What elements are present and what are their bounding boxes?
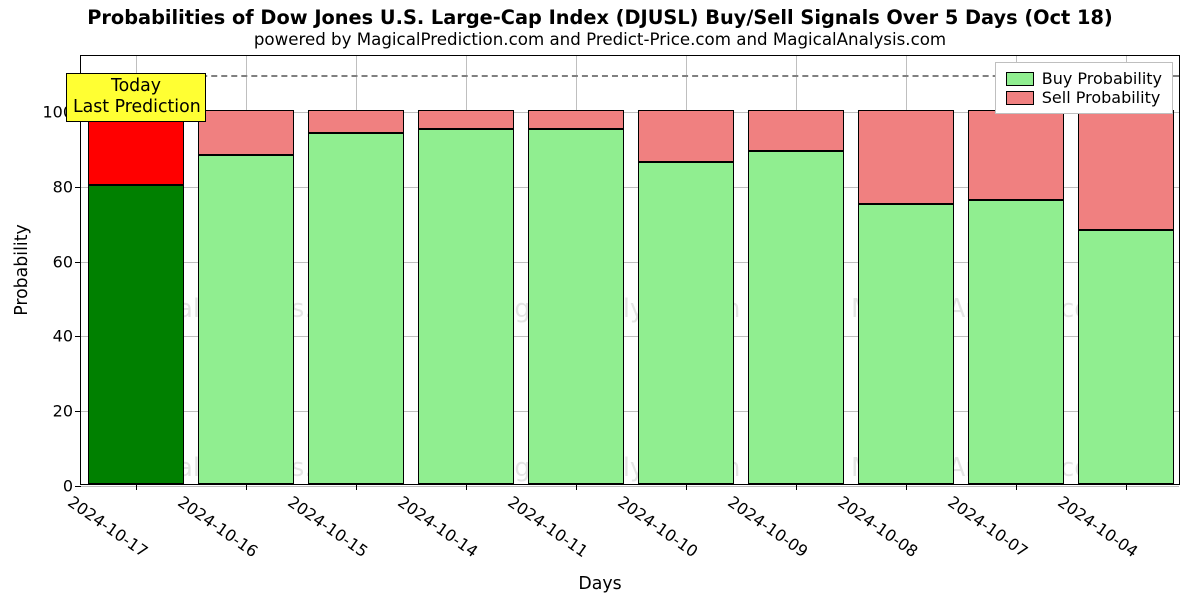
bar-segment-sell xyxy=(418,110,515,129)
y-tick-label: 80 xyxy=(53,177,81,196)
chart-title: Probabilities of Dow Jones U.S. Large-Ca… xyxy=(0,6,1200,29)
x-tick-label: 2024-10-15 xyxy=(284,484,377,561)
bar-segment-buy xyxy=(858,204,955,484)
bar-segment-buy xyxy=(528,129,625,484)
bar-segment-sell xyxy=(1078,110,1175,230)
bar-segment-buy xyxy=(418,129,515,484)
y-axis-label: Probability xyxy=(12,224,32,316)
x-tick xyxy=(1126,484,1127,490)
x-tick-label: 2024-10-07 xyxy=(944,484,1037,561)
x-tick-label: 2024-10-11 xyxy=(504,484,597,561)
bar-group xyxy=(748,110,845,484)
legend-item: Sell Probability xyxy=(1006,88,1162,107)
legend: Buy ProbabilitySell Probability xyxy=(995,62,1173,114)
x-tick xyxy=(136,484,137,490)
x-tick xyxy=(466,484,467,490)
y-tick-label: 20 xyxy=(53,402,81,421)
x-tick-label: 2024-10-10 xyxy=(614,484,707,561)
chart-subtitle: powered by MagicalPrediction.com and Pre… xyxy=(0,30,1200,49)
bar-group xyxy=(418,110,515,484)
bar-segment-sell xyxy=(638,110,735,162)
bar-segment-sell xyxy=(748,110,845,151)
bar-segment-buy xyxy=(748,151,845,484)
bar-segment-buy xyxy=(198,155,295,484)
figure: Probabilities of Dow Jones U.S. Large-Ca… xyxy=(0,0,1200,600)
bar-group xyxy=(638,110,735,484)
x-tick xyxy=(356,484,357,490)
bar-group xyxy=(1078,110,1175,484)
bar-group xyxy=(198,110,295,484)
plot-area: 020406080100MagicalAnalysis.comMagicalAn… xyxy=(80,55,1180,485)
legend-label: Buy Probability xyxy=(1042,69,1162,88)
bar-group xyxy=(528,110,625,484)
bar-segment-sell xyxy=(528,110,625,129)
x-tick xyxy=(576,484,577,490)
x-tick xyxy=(246,484,247,490)
x-tick xyxy=(796,484,797,490)
legend-item: Buy Probability xyxy=(1006,69,1162,88)
x-tick-label: 2024-10-17 xyxy=(64,484,157,561)
x-tick-label: 2024-10-16 xyxy=(174,484,267,561)
bar-group xyxy=(88,110,185,484)
bar-segment-sell xyxy=(308,110,405,132)
x-tick-label: 2024-10-04 xyxy=(1054,484,1147,561)
bar-segment-buy xyxy=(1078,230,1175,484)
bar-group xyxy=(858,110,955,484)
bar-segment-sell xyxy=(858,110,955,203)
x-tick xyxy=(1016,484,1017,490)
legend-swatch xyxy=(1006,72,1034,86)
bar-group xyxy=(308,110,405,484)
x-tick-label: 2024-10-09 xyxy=(724,484,817,561)
legend-swatch xyxy=(1006,91,1034,105)
bar-segment-buy xyxy=(308,133,405,484)
y-tick-label: 60 xyxy=(53,252,81,271)
x-tick xyxy=(906,484,907,490)
bar-segment-buy xyxy=(638,162,735,484)
today-annotation: Today Last Prediction xyxy=(66,73,206,122)
bar-segment-buy xyxy=(968,200,1065,484)
bar-segment-sell xyxy=(198,110,295,155)
bar-segment-sell xyxy=(968,110,1065,200)
x-tick-label: 2024-10-08 xyxy=(834,484,927,561)
legend-label: Sell Probability xyxy=(1042,88,1161,107)
bar-group xyxy=(968,110,1065,484)
y-tick-label: 40 xyxy=(53,327,81,346)
x-tick xyxy=(686,484,687,490)
bar-segment-buy xyxy=(88,185,185,484)
x-tick-label: 2024-10-14 xyxy=(394,484,487,561)
x-axis-label: Days xyxy=(0,574,1200,594)
